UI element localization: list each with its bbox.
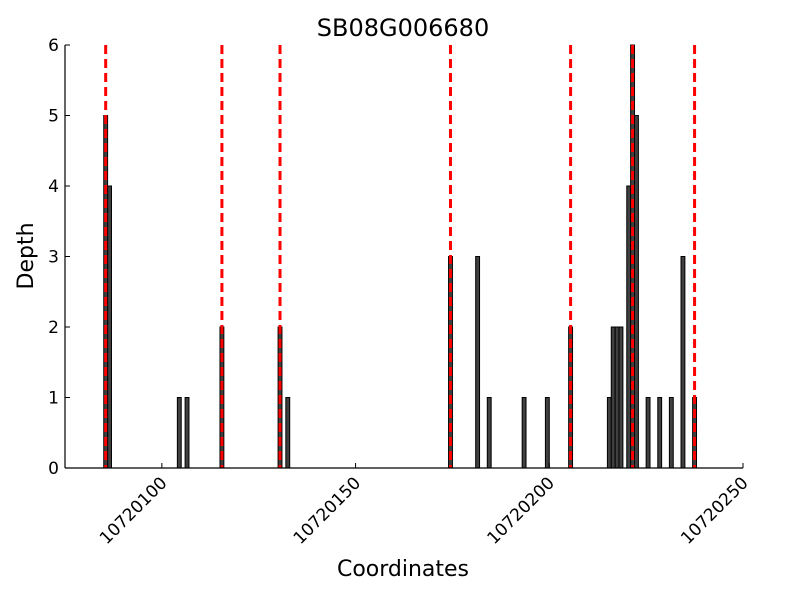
depth-bar <box>626 185 632 469</box>
depth-bar <box>657 397 663 469</box>
y-tick-label: 5 <box>48 107 59 127</box>
depth-bar <box>285 397 291 469</box>
x-tick-label: 10720200 <box>483 473 558 548</box>
x-tick-label: 10720100 <box>96 473 171 548</box>
depth-bar <box>614 326 620 469</box>
y-tick-label: 6 <box>48 36 59 56</box>
y-tick-label: 1 <box>48 389 59 409</box>
y-axis-label: Depth <box>14 222 39 289</box>
depth-bar <box>606 397 612 469</box>
chart-title: SB08G006680 <box>317 14 489 42</box>
depth-bar <box>475 256 481 469</box>
y-tick-label: 0 <box>48 459 59 479</box>
depth-bar <box>618 326 624 469</box>
x-tick-label: 10720150 <box>290 473 365 548</box>
y-tick-label: 4 <box>48 177 59 197</box>
axes-layer: 0 1 2 3 4 5 6 10720100 10720150 10720200 10720250 <box>48 36 752 549</box>
depth-bar <box>680 256 686 469</box>
y-tick-label: 3 <box>48 248 59 268</box>
depth-bar <box>176 397 182 469</box>
depth-bar <box>486 397 492 469</box>
x-axis-label: Coordinates <box>337 557 469 582</box>
depth-bar <box>184 397 190 469</box>
depth-bar <box>634 115 639 469</box>
depth-bar <box>107 185 112 469</box>
x-tick-label: 10720250 <box>677 473 752 548</box>
depth-bar <box>544 397 550 469</box>
depth-bar <box>668 397 674 469</box>
depth-bar <box>610 326 616 469</box>
y-tick-label: 2 <box>48 318 59 338</box>
depth-bar <box>645 397 651 469</box>
bars-layer <box>103 44 698 469</box>
marker-lines-layer <box>104 45 697 468</box>
depth-bar <box>521 397 527 469</box>
